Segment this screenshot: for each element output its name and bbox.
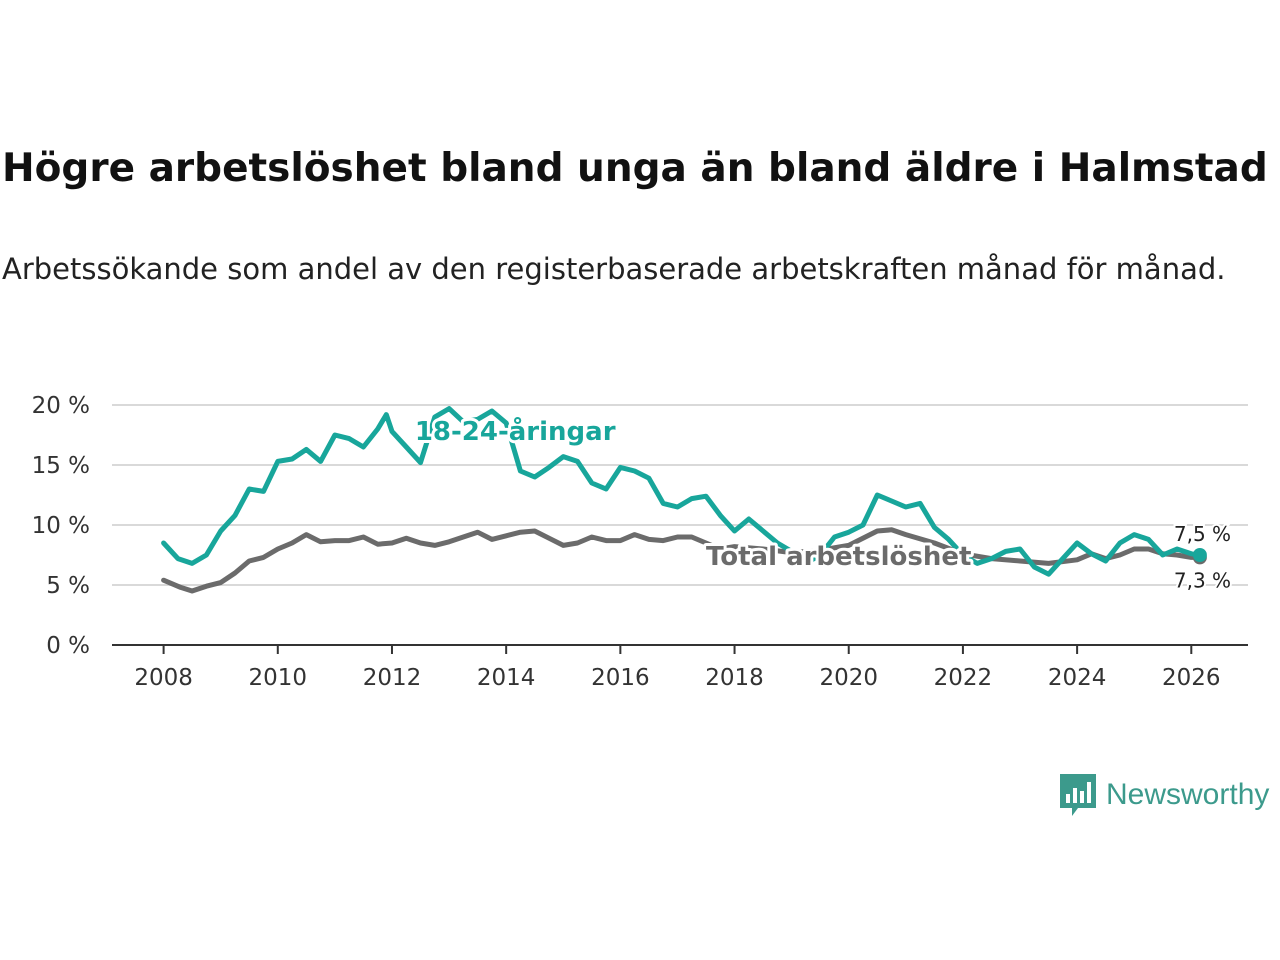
y-axis-ticks: 0 % 5 % 10 % 15 % 20 %: [32, 393, 90, 659]
newsworthy-logo: Newsworthy: [1058, 772, 1269, 818]
x-tick-label: 2010: [249, 665, 308, 691]
x-tick-label: 2020: [819, 665, 878, 691]
x-tick-label: 2018: [705, 665, 764, 691]
y-tick-label: 10 %: [32, 513, 90, 539]
grid-lines: [112, 404, 1248, 586]
y-tick-label: 15 %: [32, 453, 90, 479]
x-tick-label: 2026: [1162, 665, 1221, 691]
end-point-youth: [1192, 548, 1207, 562]
series-line-youth: [161, 406, 1203, 577]
x-tick-label: 2008: [134, 665, 193, 691]
x-tick-label: 2012: [363, 665, 422, 691]
series-line-total: [161, 527, 1203, 594]
x-tick-label: 2016: [591, 665, 650, 691]
x-tick-label: 2024: [1048, 665, 1107, 691]
chart-title: Högre arbetslöshet bland unga än bland ä…: [2, 146, 1268, 191]
series-label-youth: 18-24-åringar: [415, 415, 616, 447]
x-tick-label: 2022: [934, 665, 993, 691]
brand-name: Newsworthy: [1106, 778, 1270, 811]
end-label-youth: 7,5 %: [1174, 522, 1231, 546]
newsworthy-logo-icon: [1060, 774, 1096, 816]
y-tick-label: 5 %: [46, 573, 90, 599]
series-label-total: Total arbetslöshet: [706, 542, 971, 572]
y-tick-label: 20 %: [32, 393, 90, 419]
x-tick-label: 2014: [477, 665, 536, 691]
x-axis-ticks: 2008 2010 2012 2014 2016 2018 2020 2022 2024 2026: [134, 645, 1221, 691]
y-tick-label: 0 %: [46, 633, 90, 659]
series-labels: Total arbetslöshet 18-24-åringar 7,5 % 7,3 …: [412, 412, 1233, 594]
chart-subtitle: Arbetssökande som andel av den registerb…: [2, 252, 1226, 286]
end-label-total: 7,3 %: [1174, 568, 1231, 592]
series-lines: [161, 406, 1207, 594]
